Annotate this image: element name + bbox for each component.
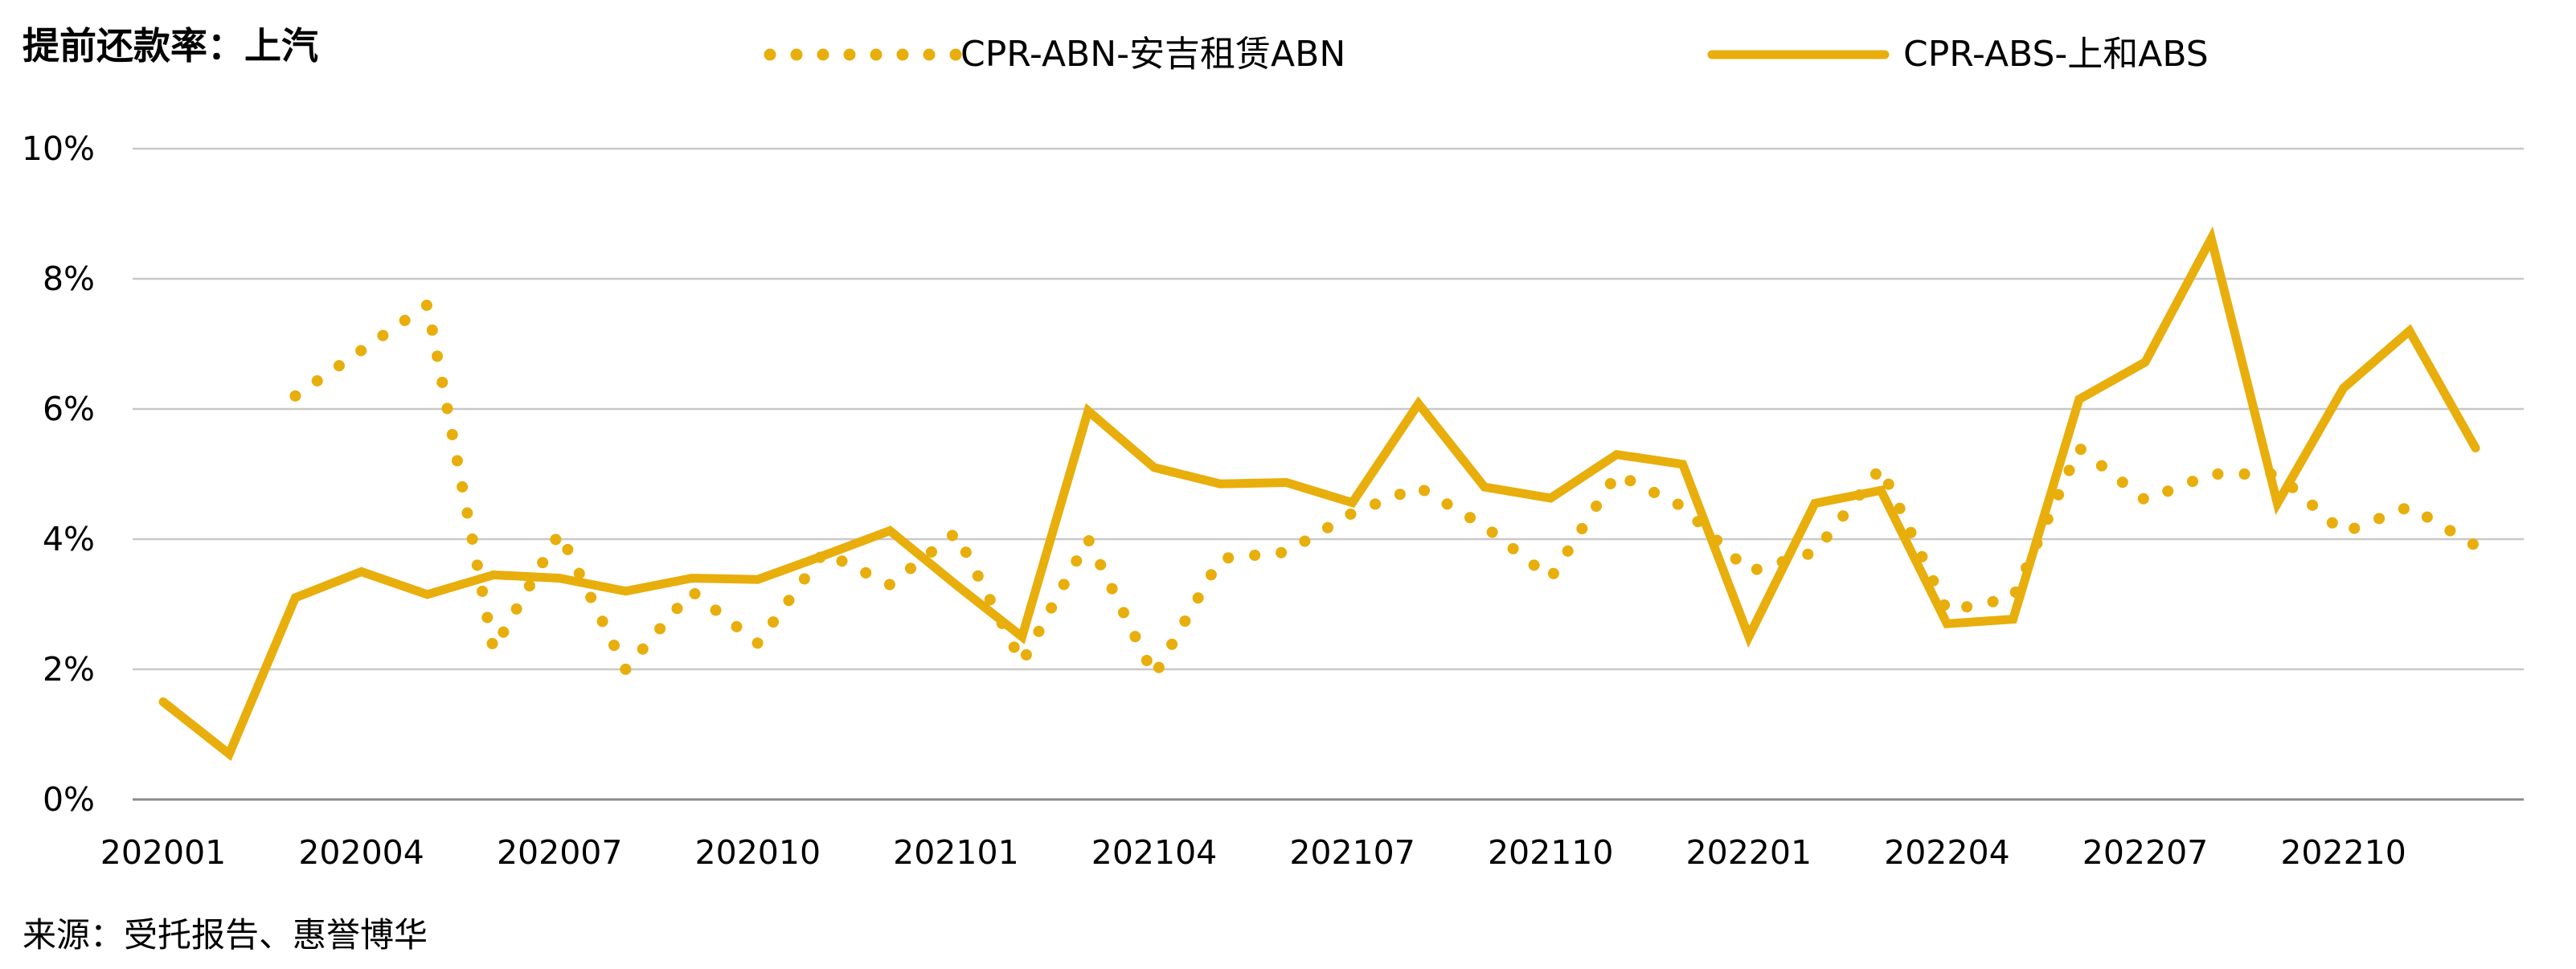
legend-label-abn: CPR-ABN-安吉租赁ABN bbox=[960, 34, 1345, 75]
y-tick-label: 8% bbox=[43, 260, 95, 298]
series-abs-solid bbox=[158, 226, 2480, 762]
legend: CPR-ABN-安吉租赁ABN CPR-ABS-上和ABS bbox=[764, 34, 2209, 75]
y-tick-label: 10% bbox=[22, 129, 95, 168]
x-tick-label: 202007 bbox=[497, 833, 623, 872]
y-tick-label: 2% bbox=[43, 650, 95, 689]
x-tick-label: 202010 bbox=[695, 833, 821, 872]
series-abn-dotted bbox=[289, 299, 2481, 682]
legend-dot bbox=[923, 48, 936, 61]
legend-dot bbox=[764, 48, 776, 61]
legend-line-abn bbox=[764, 48, 962, 61]
x-tick-label: 202101 bbox=[893, 833, 1019, 872]
x-tick-label: 202004 bbox=[298, 833, 424, 872]
series-line-abs bbox=[158, 226, 2480, 762]
legend-dot bbox=[949, 48, 962, 61]
x-tick-label: 202104 bbox=[1091, 833, 1218, 872]
legend-dot bbox=[870, 48, 883, 61]
x-tick-label: 202201 bbox=[1686, 833, 1812, 872]
chart-title: 提前还款率：上汽 bbox=[23, 24, 318, 67]
x-tick-label: 202107 bbox=[1289, 833, 1415, 872]
x-tick-label: 202001 bbox=[100, 833, 227, 872]
y-axis-ticks: 0% 2% 4% 6% 8% 10% bbox=[22, 129, 95, 819]
x-tick-label: 202204 bbox=[1884, 833, 2010, 872]
legend-label-abs: CPR-ABS-上和ABS bbox=[1903, 34, 2209, 75]
y-tick-label: 6% bbox=[43, 390, 95, 428]
y-tick-label: 4% bbox=[43, 520, 95, 558]
x-tick-label: 202210 bbox=[2280, 833, 2406, 872]
legend-dot bbox=[896, 48, 909, 61]
source-note: 来源：受托报告、惠誉博华 bbox=[23, 915, 428, 955]
x-axis-ticks: 202001 202004 202007 202010 202101 202104 2021… bbox=[100, 833, 2406, 872]
legend-dot bbox=[843, 48, 856, 61]
x-tick-label: 202207 bbox=[2083, 833, 2209, 872]
series-line-abn bbox=[289, 299, 2481, 682]
y-tick-label: 0% bbox=[43, 780, 95, 819]
legend-dot bbox=[790, 48, 803, 61]
gridlines bbox=[133, 147, 2524, 801]
legend-dot bbox=[817, 48, 829, 61]
x-tick-label: 202110 bbox=[1488, 833, 1614, 872]
